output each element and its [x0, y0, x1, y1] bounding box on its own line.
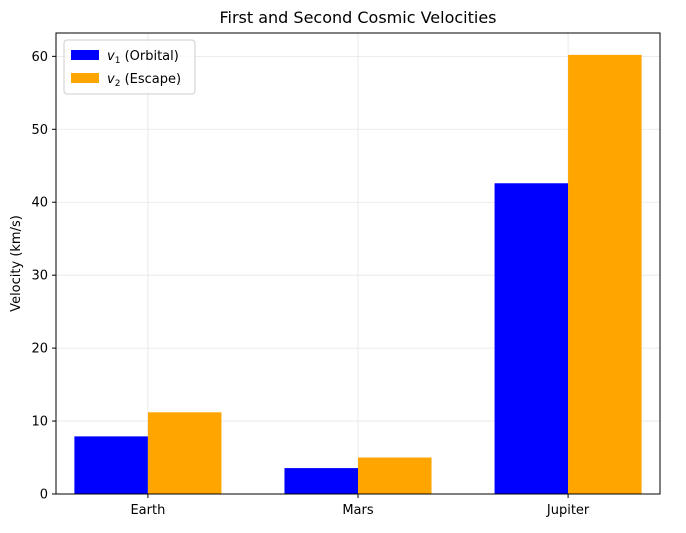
legend-swatch	[71, 50, 99, 60]
y-axis-label: Velocity (km/s)	[9, 215, 24, 312]
bar-escape-jupiter	[568, 54, 642, 495]
bar-escape-mars	[358, 457, 432, 494]
y-tick-label: 20	[31, 342, 48, 357]
y-tick-label: 40	[31, 196, 48, 211]
bar-orbital-earth	[74, 436, 148, 494]
x-tick-label: Jupiter	[546, 503, 590, 518]
bar-orbital-jupiter	[494, 183, 569, 494]
chart-title: First and Second Cosmic Velocities	[219, 8, 496, 27]
y-tick-label: 10	[31, 415, 48, 430]
legend: v1 (Orbital) v2 (Escape)	[63, 39, 196, 95]
bars	[74, 54, 642, 495]
bar-escape-earth	[147, 412, 222, 494]
bar-orbital-mars	[284, 468, 358, 494]
y-tick-label: 0	[40, 488, 48, 503]
ticks: 0 10 20 30 40 50 60 Earth Mars Jupiter	[31, 50, 589, 518]
legend-swatch	[71, 73, 99, 83]
legend-label: v2 (Escape)	[107, 72, 181, 89]
y-tick-label: 60	[31, 50, 48, 65]
legend-label: v1 (Orbital)	[107, 49, 179, 66]
x-tick-label: Earth	[130, 503, 165, 518]
x-tick-label: Mars	[342, 503, 374, 518]
y-tick-label: 50	[31, 123, 48, 138]
y-tick-label: 30	[31, 269, 48, 284]
